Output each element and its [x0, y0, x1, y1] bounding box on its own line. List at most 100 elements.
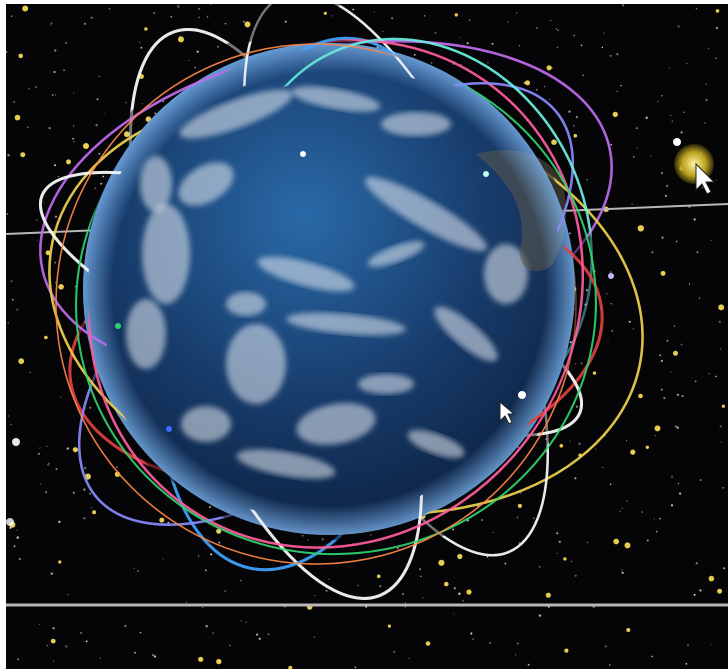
star	[424, 15, 426, 17]
star	[458, 592, 461, 595]
star	[196, 50, 199, 53]
star	[387, 624, 391, 628]
star	[678, 492, 682, 495]
star	[229, 644, 231, 647]
star	[396, 547, 399, 550]
satellite-marker[interactable]	[166, 426, 172, 432]
star	[66, 447, 69, 450]
star	[546, 65, 552, 71]
star	[680, 343, 683, 346]
star	[695, 7, 698, 10]
star	[719, 348, 722, 350]
star	[325, 589, 328, 592]
star	[288, 665, 293, 669]
star	[7, 322, 9, 324]
earth-atmosphere-rim	[83, 43, 575, 535]
earth-globe[interactable]	[83, 43, 575, 535]
star	[664, 194, 668, 197]
star	[568, 110, 571, 113]
star	[301, 534, 304, 537]
space-viewport[interactable]	[6, 4, 728, 669]
orbital-scene[interactable]	[6, 4, 728, 669]
star	[492, 532, 494, 533]
star	[569, 232, 571, 235]
star	[536, 27, 538, 29]
star	[210, 553, 213, 556]
star	[674, 425, 677, 428]
star	[470, 632, 473, 635]
star	[707, 47, 710, 50]
star	[16, 308, 19, 311]
star	[698, 297, 701, 299]
star	[18, 53, 23, 59]
star	[506, 21, 509, 23]
star	[551, 139, 557, 145]
star	[67, 594, 69, 596]
star	[670, 114, 672, 117]
star	[205, 625, 208, 628]
star	[695, 562, 698, 565]
star	[564, 648, 569, 653]
star	[693, 218, 696, 221]
star	[188, 60, 190, 62]
star	[719, 425, 722, 428]
star	[609, 483, 612, 486]
star	[670, 504, 674, 507]
star	[58, 520, 61, 524]
star	[382, 31, 384, 32]
star	[72, 491, 75, 494]
star	[50, 638, 56, 644]
star	[54, 282, 57, 284]
satellite-marker[interactable]	[518, 391, 526, 399]
satellite-marker[interactable]	[483, 171, 489, 177]
star	[136, 570, 139, 572]
star	[550, 19, 552, 22]
satellite-marker[interactable]	[83, 143, 89, 149]
star	[391, 17, 393, 20]
star	[209, 506, 211, 509]
star	[575, 116, 579, 119]
star	[681, 395, 684, 398]
satellite-markers[interactable]	[83, 143, 614, 432]
star	[35, 219, 38, 221]
star	[675, 240, 678, 243]
star	[592, 371, 597, 375]
star	[22, 5, 29, 12]
star	[718, 304, 725, 311]
star	[328, 578, 330, 580]
star	[462, 599, 464, 602]
satellite-marker[interactable]	[115, 323, 121, 329]
star	[18, 558, 21, 560]
star	[153, 11, 156, 15]
star	[626, 500, 629, 502]
star	[73, 125, 75, 127]
star	[18, 358, 25, 365]
star	[575, 405, 579, 408]
star	[430, 62, 433, 64]
star	[124, 624, 127, 628]
star	[212, 632, 214, 634]
star	[80, 631, 83, 635]
star	[515, 12, 518, 14]
satellite-marker[interactable]	[300, 151, 306, 157]
star	[55, 94, 57, 96]
star	[624, 542, 631, 549]
satellite-marker[interactable]	[608, 273, 614, 279]
star	[538, 566, 541, 568]
star	[659, 517, 661, 520]
star	[660, 270, 666, 276]
star	[603, 32, 605, 34]
star	[104, 112, 106, 114]
star	[454, 13, 458, 17]
star	[185, 601, 188, 604]
star	[705, 99, 708, 102]
star	[586, 541, 589, 544]
star	[718, 320, 721, 323]
star	[558, 540, 561, 543]
star	[486, 556, 489, 558]
star	[307, 539, 309, 541]
star	[489, 641, 492, 645]
star	[626, 440, 627, 442]
star	[468, 19, 471, 21]
star	[710, 239, 712, 241]
